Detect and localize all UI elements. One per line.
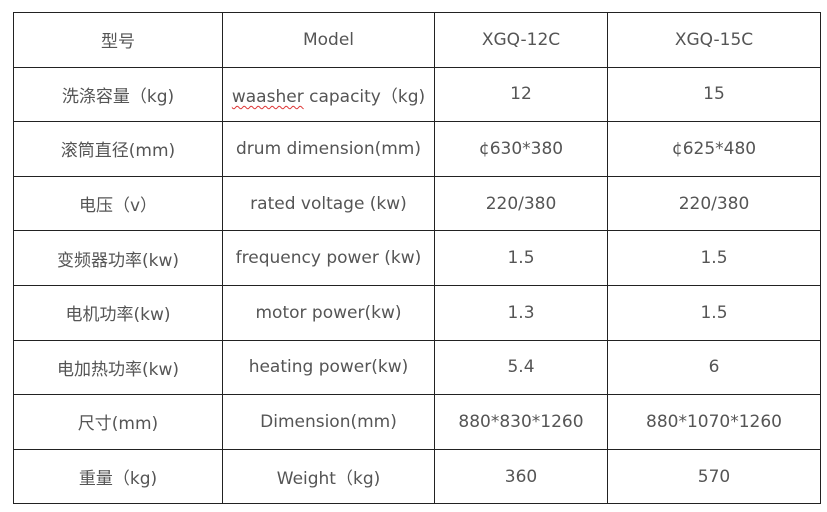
cell-cn: 电机功率(kw): [13, 284, 223, 341]
table-row: 尺寸(mm) Dimension(mm) 880*830*1260 880*10…: [13, 394, 821, 450]
cell-en: waasher capacity（kg): [222, 66, 435, 123]
cell-xgq15c: 1.5: [607, 230, 821, 286]
cell-en: motor power(kw): [222, 284, 435, 341]
cell-xgq15c: 6: [607, 339, 821, 396]
cell-en: heating power(kw): [222, 339, 435, 396]
table-row: 变频器功率(kw) frequency power (kw) 1.5 1.5: [13, 230, 821, 286]
spec-table: 型号 Model XGQ-12C XGQ-15C 洗涤容量（kg) waashe…: [13, 12, 821, 505]
cell-xgq12c: 5.4: [434, 339, 608, 396]
cell-en-rest: capacity（kg): [303, 86, 426, 107]
cell-xgq15c: ¢625*480: [607, 121, 821, 177]
cell-xgq12c: 1.3: [434, 284, 608, 341]
table-row: 电机功率(kw) motor power(kw) 1.3 1.5: [13, 284, 821, 341]
cell-cn: 变频器功率(kw): [13, 230, 223, 286]
cell-xgq12c: 12: [434, 66, 608, 123]
cell-en: drum dimension(mm): [222, 121, 435, 177]
cell-xgq15c: 15: [607, 66, 821, 123]
cell-xgq12c: 880*830*1260: [434, 394, 608, 450]
cell-en: frequency power (kw): [222, 230, 435, 286]
header-cell-model: Model: [222, 12, 435, 68]
header-cell-xgq15c: XGQ-15C: [607, 12, 821, 68]
table-row: 洗涤容量（kg) waasher capacity（kg) 12 15: [13, 66, 821, 123]
cell-cn: 电压（v）: [13, 175, 223, 232]
cell-xgq15c: 1.5: [607, 284, 821, 341]
cell-cn: 滚筒直径(mm): [13, 121, 223, 177]
header-cell-xgq12c: XGQ-12C: [434, 12, 608, 68]
cell-xgq15c: 570: [607, 448, 821, 505]
cell-cn: 重量（kg): [13, 448, 223, 505]
cell-xgq15c: 880*1070*1260: [607, 394, 821, 450]
table-row: 电压（v） rated voltage (kw) 220/380 220/380: [13, 175, 821, 232]
cell-en: Weight（kg): [222, 448, 435, 505]
cell-cn: 洗涤容量（kg): [13, 66, 223, 123]
header-row: 型号 Model XGQ-12C XGQ-15C: [13, 12, 821, 68]
misspelled-word: waasher: [231, 86, 304, 107]
table-row: 滚筒直径(mm) drum dimension(mm) ¢630*380 ¢62…: [13, 121, 821, 177]
cell-xgq12c: 1.5: [434, 230, 608, 286]
cell-en: rated voltage (kw): [222, 175, 435, 232]
table-row: 重量（kg) Weight（kg) 360 570: [13, 448, 821, 505]
cell-xgq12c: ¢630*380: [434, 121, 608, 177]
cell-xgq12c: 360: [434, 448, 608, 505]
cell-cn: 电加热功率(kw): [13, 339, 223, 396]
table-row: 电加热功率(kw) heating power(kw) 5.4 6: [13, 339, 821, 396]
cell-xgq12c: 220/380: [434, 175, 608, 232]
cell-cn: 尺寸(mm): [13, 394, 223, 450]
header-cell-cn: 型号: [13, 12, 223, 68]
cell-xgq15c: 220/380: [607, 175, 821, 232]
cell-en: Dimension(mm): [222, 394, 435, 450]
